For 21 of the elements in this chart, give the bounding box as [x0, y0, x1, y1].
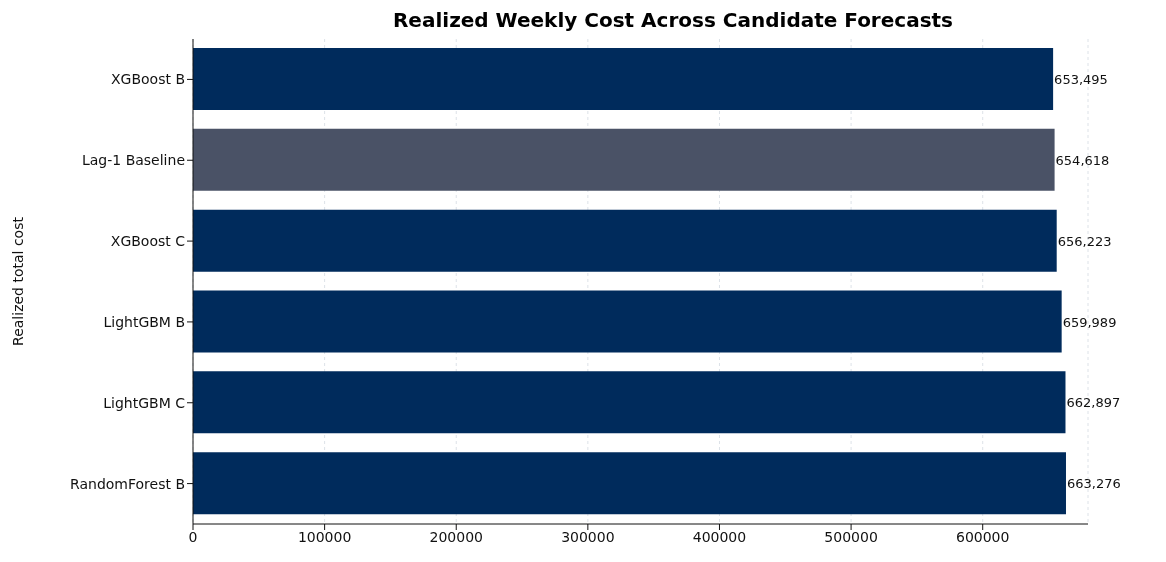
chart-title: Realized Weekly Cost Across Candidate Forecasts: [391, 8, 955, 34]
y-tick-label: XGBoost C: [110, 233, 186, 250]
x-tick-label: 400000: [692, 528, 747, 545]
x-tick-label: 300000: [561, 528, 615, 545]
data-label: 656,223: [1057, 233, 1112, 249]
data-label: 662,897: [1066, 395, 1121, 411]
x-tick-label: 500000: [824, 528, 878, 545]
x-tick-label: 600000: [955, 528, 1010, 545]
y-tick-label: RandomForest B: [70, 475, 185, 492]
data-label: 659,989: [1062, 314, 1117, 330]
x-tick-label: 0: [188, 528, 198, 545]
y-tick-label: XGBoost B: [110, 71, 185, 88]
x-tick-label: 200000: [429, 528, 483, 545]
y-tick-label: LightGBM B: [103, 313, 185, 330]
x-tick-label: 100000: [297, 528, 352, 545]
y-axis-title: Realized total cost: [9, 216, 26, 346]
y-tick-label: LightGBM C: [103, 394, 186, 411]
data-label: 654,618: [1055, 152, 1110, 168]
y-tick-label: Lag-1 Baseline: [81, 152, 185, 169]
data-label: 653,495: [1054, 72, 1108, 87]
data-label: 663,276: [1066, 476, 1121, 492]
